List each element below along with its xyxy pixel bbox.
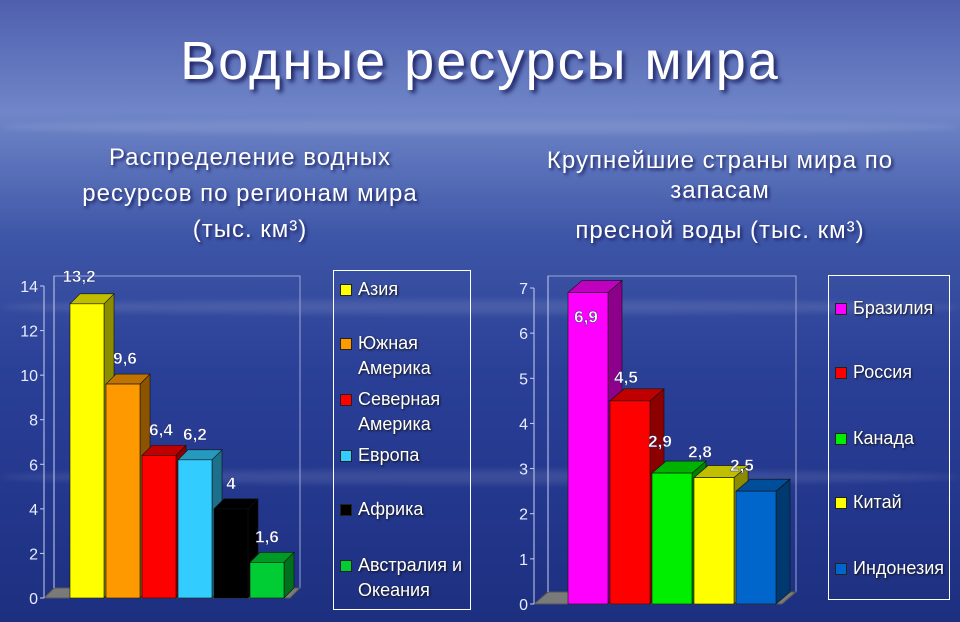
bar-front xyxy=(177,459,213,599)
y-tick-label: 4 xyxy=(519,416,528,433)
bar-front xyxy=(105,383,141,599)
y-tick-label: 3 xyxy=(519,462,528,479)
countries-legend: Бразилия Россия Канада Китай Индонезия xyxy=(828,275,950,600)
data-label: 6,2 xyxy=(183,425,207,444)
legend-swatch xyxy=(340,504,352,516)
legend-item: Австралия и Океания xyxy=(340,553,464,603)
bar-front xyxy=(735,490,777,605)
legend-label: Россия xyxy=(853,362,913,382)
data-label: 9,6 xyxy=(113,349,137,368)
y-tick-label: 0 xyxy=(519,597,528,614)
data-label: 6,9 xyxy=(574,308,598,327)
right-subtitle-line: Крупнейшие страны мира по xyxy=(546,147,894,174)
legend-swatch xyxy=(835,433,847,445)
legend-label: Китай xyxy=(853,492,902,512)
legend-swatch xyxy=(340,394,352,406)
legend-item: Россия xyxy=(835,360,943,385)
legend-item: Африка xyxy=(340,497,464,522)
legend-item: Индонезия xyxy=(835,556,945,581)
legend-label: Австралия и Океания xyxy=(358,555,462,600)
bar-front xyxy=(693,477,735,605)
left-subtitle-line: ресурсов по регионам мира xyxy=(82,180,418,207)
regions-bar-chart: 0 2 4 6 8 10 12 14 13,2 9,6 6,4 6,2 4 1,6 xyxy=(20,267,302,608)
y-tick-label: 6 xyxy=(519,326,528,343)
legend-label: Индонезия xyxy=(853,558,945,578)
legend-label: Европа xyxy=(358,445,420,465)
legend-swatch xyxy=(340,560,352,572)
legend-label: Канада xyxy=(853,428,914,448)
legend-swatch xyxy=(340,338,352,350)
y-tick-label: 5 xyxy=(519,371,528,388)
left-subtitle-line: Распределение водных xyxy=(108,144,392,171)
legend-item: Северная Америка xyxy=(340,387,464,437)
page-title: Водные ресурсы мира xyxy=(180,31,780,91)
y-tick-label: 7 xyxy=(519,281,528,298)
legend-swatch xyxy=(835,367,847,379)
data-label: 6,4 xyxy=(149,420,173,439)
data-label: 1,6 xyxy=(255,527,279,546)
data-label: 2,9 xyxy=(648,432,672,451)
bar-front xyxy=(651,472,693,605)
legend-item: Китай xyxy=(835,490,943,515)
bar-side xyxy=(775,478,791,605)
y-tick-label: 4 xyxy=(29,502,38,519)
y-tick-label: 2 xyxy=(29,546,38,563)
bar-front xyxy=(69,303,105,599)
y-tick-label: 0 xyxy=(29,591,38,608)
data-label: 2,8 xyxy=(688,443,712,462)
right-chart-subtitle: Крупнейшие страны мира по запасам пресно… xyxy=(505,146,935,246)
legend-label: Азия xyxy=(358,279,399,299)
y-tick-label: 1 xyxy=(519,552,528,569)
legend-swatch xyxy=(835,563,847,575)
legend-item: Южная Америка xyxy=(340,331,464,381)
bar-4 xyxy=(735,478,791,605)
data-label: 2,5 xyxy=(730,456,754,475)
left-chart-subtitle: Распределение водных ресурсов по региона… xyxy=(30,140,470,248)
regions-legend: Азия Южная Америка Северная Америка Европа А… xyxy=(333,270,471,610)
legend-item: Бразилия xyxy=(835,296,943,321)
countries-bar-chart: 0 1 2 3 4 5 6 7 6,9 4,5 2,9 2,8 2,5 xyxy=(519,275,798,614)
y-tick-label: 2 xyxy=(519,507,528,524)
y-tick-label: 6 xyxy=(29,457,38,474)
left-subtitle-line: (тыс. км³) xyxy=(192,216,308,243)
legend-swatch xyxy=(835,303,847,315)
legend-item: Европа xyxy=(340,443,464,468)
bar-5 xyxy=(249,551,295,599)
bar-front xyxy=(567,292,609,605)
data-label: 4,5 xyxy=(614,368,638,387)
y-tick-label: 10 xyxy=(20,368,38,385)
legend-label: Бразилия xyxy=(853,298,934,318)
legend-label: Южная Америка xyxy=(358,333,431,378)
legend-item: Азия xyxy=(340,277,464,302)
legend-swatch xyxy=(835,497,847,509)
y-tick-label: 8 xyxy=(29,413,38,430)
legend-item: Канада xyxy=(835,426,943,451)
legend-swatch xyxy=(340,284,352,296)
y-tick-label: 14 xyxy=(20,279,38,296)
right-subtitle-line: запасам xyxy=(670,177,770,204)
data-label: 4 xyxy=(226,474,236,493)
bar-front xyxy=(609,400,651,605)
y-tick-label: 12 xyxy=(20,324,38,341)
bar-front xyxy=(249,562,285,599)
bar-front xyxy=(213,508,249,599)
legend-label: Северная Америка xyxy=(358,389,441,434)
bar-front xyxy=(141,455,177,599)
legend-swatch xyxy=(340,450,352,462)
data-label: 13,2 xyxy=(62,267,95,286)
right-subtitle-line: пресной воды (тыс. км³) xyxy=(575,217,865,244)
legend-label: Африка xyxy=(358,499,424,519)
